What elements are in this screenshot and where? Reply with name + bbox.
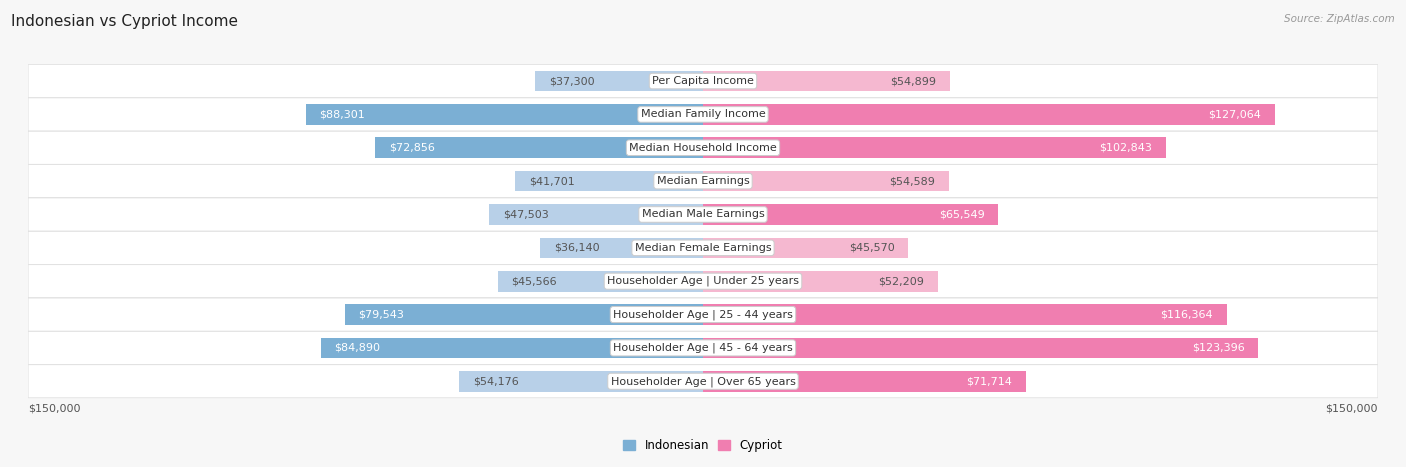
Bar — [703, 204, 998, 225]
Text: Median Household Income: Median Household Income — [628, 143, 778, 153]
Text: Median Earnings: Median Earnings — [657, 176, 749, 186]
Text: $54,899: $54,899 — [890, 76, 936, 86]
Bar — [489, 204, 703, 225]
Text: $54,589: $54,589 — [889, 176, 935, 186]
FancyBboxPatch shape — [28, 365, 1378, 398]
Text: Householder Age | 45 - 64 years: Householder Age | 45 - 64 years — [613, 343, 793, 353]
Text: Indonesian vs Cypriot Income: Indonesian vs Cypriot Income — [11, 14, 238, 29]
Text: $71,714: $71,714 — [966, 376, 1012, 386]
Bar — [540, 238, 703, 258]
Text: $116,364: $116,364 — [1160, 310, 1213, 319]
Text: Median Female Earnings: Median Female Earnings — [634, 243, 772, 253]
Text: $123,396: $123,396 — [1192, 343, 1244, 353]
FancyBboxPatch shape — [28, 131, 1378, 164]
Text: $102,843: $102,843 — [1099, 143, 1152, 153]
Bar — [344, 304, 703, 325]
Text: $54,176: $54,176 — [472, 376, 519, 386]
FancyBboxPatch shape — [28, 298, 1378, 331]
Text: $37,300: $37,300 — [548, 76, 595, 86]
Text: $45,566: $45,566 — [512, 276, 557, 286]
Bar — [703, 338, 1258, 358]
FancyBboxPatch shape — [28, 64, 1378, 98]
Text: $127,064: $127,064 — [1208, 109, 1261, 120]
Bar — [375, 137, 703, 158]
Bar — [703, 238, 908, 258]
Text: $72,856: $72,856 — [388, 143, 434, 153]
Text: Householder Age | 25 - 44 years: Householder Age | 25 - 44 years — [613, 309, 793, 320]
Text: Median Family Income: Median Family Income — [641, 109, 765, 120]
FancyBboxPatch shape — [28, 231, 1378, 264]
Text: Per Capita Income: Per Capita Income — [652, 76, 754, 86]
Text: $41,701: $41,701 — [529, 176, 575, 186]
Text: $84,890: $84,890 — [335, 343, 381, 353]
Bar — [460, 371, 703, 392]
Bar — [703, 104, 1275, 125]
Legend: Indonesian, Cypriot: Indonesian, Cypriot — [619, 434, 787, 456]
Bar — [516, 171, 703, 191]
Text: $36,140: $36,140 — [554, 243, 599, 253]
Bar — [703, 137, 1166, 158]
Text: $52,209: $52,209 — [879, 276, 924, 286]
Bar — [703, 71, 950, 92]
Bar — [703, 304, 1226, 325]
Text: Source: ZipAtlas.com: Source: ZipAtlas.com — [1284, 14, 1395, 24]
Bar — [703, 271, 938, 291]
Text: $65,549: $65,549 — [939, 210, 984, 219]
Bar — [703, 171, 949, 191]
Bar — [536, 71, 703, 92]
FancyBboxPatch shape — [28, 198, 1378, 231]
Text: Householder Age | Over 65 years: Householder Age | Over 65 years — [610, 376, 796, 387]
FancyBboxPatch shape — [28, 265, 1378, 298]
Text: $47,503: $47,503 — [503, 210, 548, 219]
Text: Median Male Earnings: Median Male Earnings — [641, 210, 765, 219]
FancyBboxPatch shape — [28, 98, 1378, 131]
Text: $45,570: $45,570 — [849, 243, 894, 253]
Text: Householder Age | Under 25 years: Householder Age | Under 25 years — [607, 276, 799, 286]
FancyBboxPatch shape — [28, 164, 1378, 198]
Text: $88,301: $88,301 — [319, 109, 366, 120]
FancyBboxPatch shape — [28, 332, 1378, 364]
Text: $79,543: $79,543 — [359, 310, 405, 319]
Bar — [321, 338, 703, 358]
Bar — [498, 271, 703, 291]
Text: $150,000: $150,000 — [1326, 404, 1378, 414]
Bar — [703, 371, 1025, 392]
Text: $150,000: $150,000 — [28, 404, 80, 414]
Bar — [305, 104, 703, 125]
